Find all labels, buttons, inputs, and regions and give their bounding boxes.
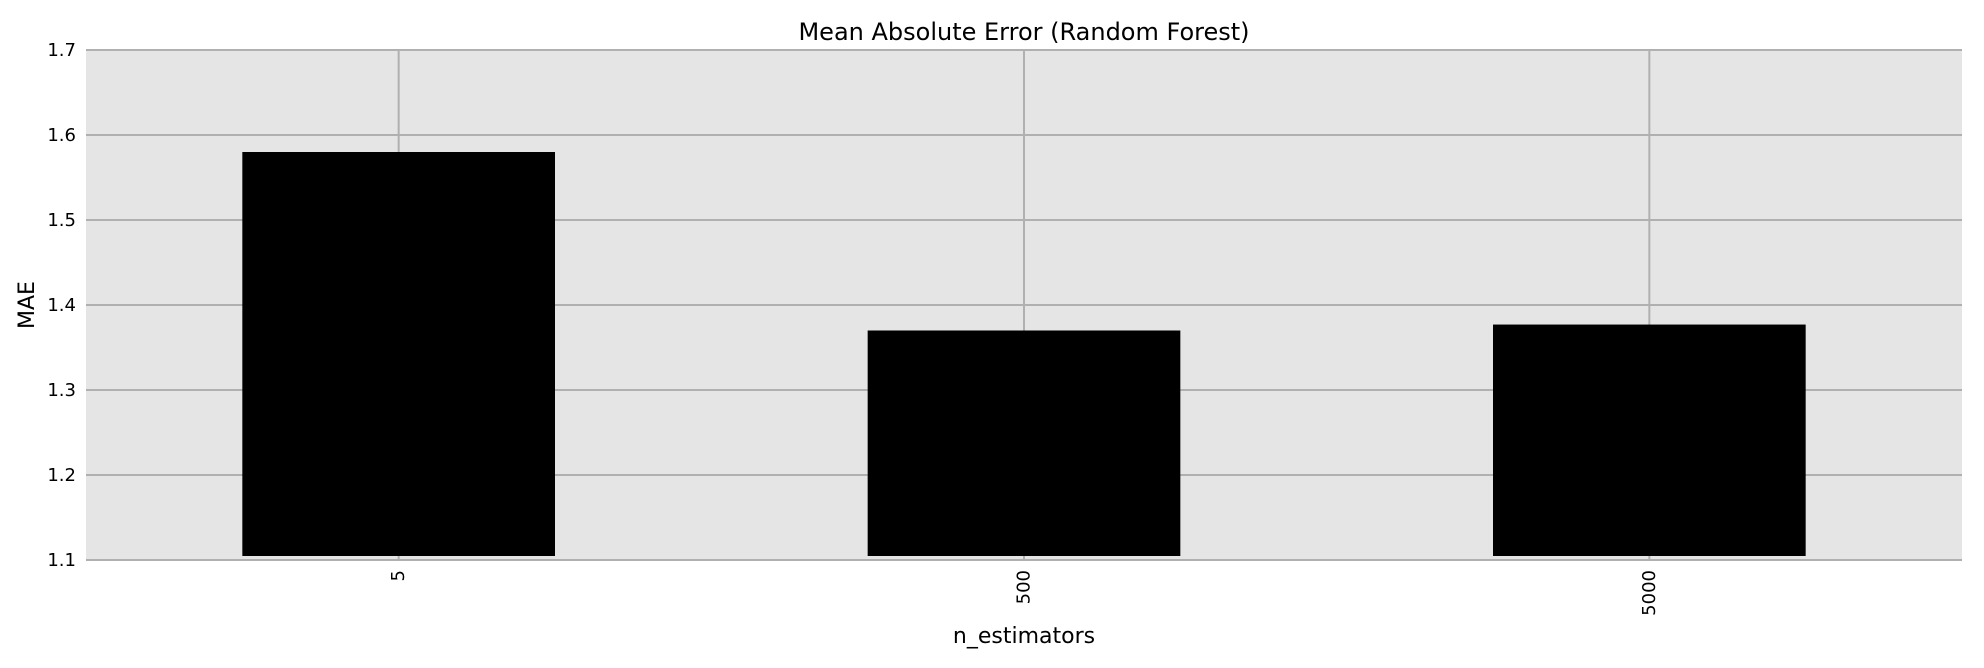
y-tick-label: 1.4 bbox=[47, 295, 76, 316]
x-axis-ticks: 5 500 5000 bbox=[388, 570, 1660, 616]
bar-500 bbox=[867, 330, 1181, 556]
x-tick-label: 5000 bbox=[1639, 570, 1660, 616]
x-axis-label: n_estimators bbox=[953, 624, 1095, 649]
x-tick-label: 5 bbox=[388, 570, 409, 581]
chart-title: Mean Absolute Error (Random Forest) bbox=[798, 18, 1249, 46]
y-tick-label: 1.5 bbox=[47, 210, 76, 231]
y-axis-label: MAE bbox=[15, 281, 40, 329]
bar-5000 bbox=[1493, 324, 1806, 556]
y-tick-label: 1.3 bbox=[47, 380, 76, 401]
y-tick-label: 1.1 bbox=[47, 550, 76, 571]
x-tick-label: 500 bbox=[1014, 570, 1035, 604]
y-axis-ticks: 1.1 1.2 1.3 1.4 1.5 1.6 1.7 bbox=[47, 40, 76, 571]
bar-5 bbox=[242, 152, 556, 556]
y-tick-label: 1.2 bbox=[47, 465, 76, 486]
y-tick-label: 1.6 bbox=[47, 125, 76, 146]
bars bbox=[242, 152, 1806, 556]
y-tick-label: 1.7 bbox=[47, 40, 76, 61]
